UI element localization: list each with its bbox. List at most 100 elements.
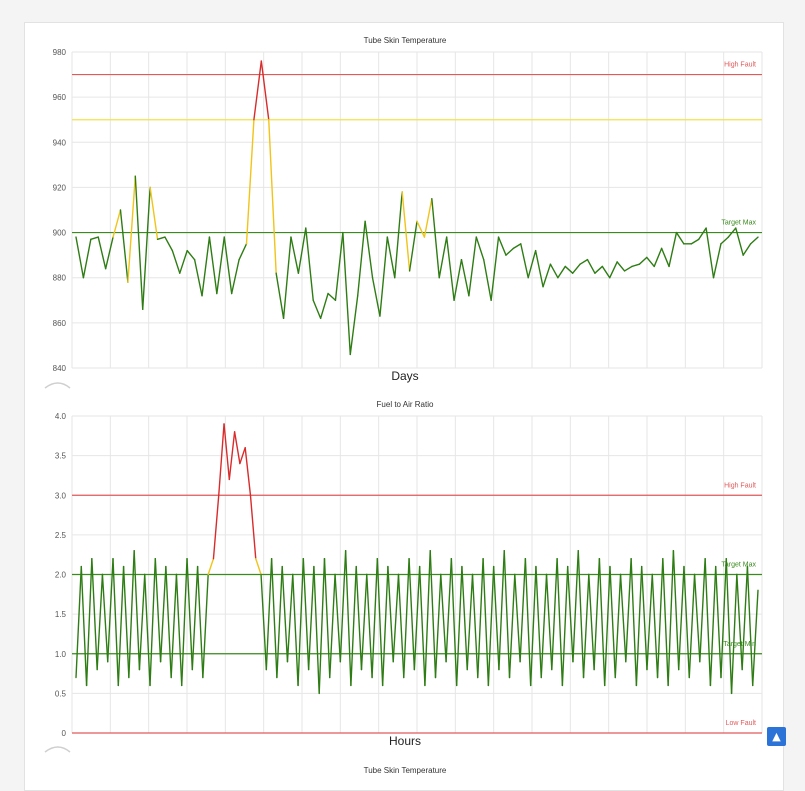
series-segment bbox=[609, 565, 616, 679]
series-segment bbox=[122, 565, 130, 679]
series-segment bbox=[260, 573, 268, 671]
scroll-to-top-button[interactable]: ▲ bbox=[767, 727, 786, 746]
series-segment bbox=[334, 231, 344, 301]
series-segment bbox=[429, 550, 437, 679]
series-line bbox=[75, 60, 759, 356]
y-tick-label: 1.5 bbox=[55, 610, 67, 619]
series-segment bbox=[646, 256, 655, 268]
series-segment bbox=[356, 220, 366, 297]
series-segment bbox=[579, 258, 589, 265]
series-segment bbox=[212, 494, 220, 560]
series-segment bbox=[218, 423, 225, 496]
series-segment bbox=[471, 573, 479, 679]
series-segment bbox=[112, 209, 122, 238]
series-segment bbox=[366, 573, 373, 679]
series-segment bbox=[623, 265, 633, 272]
y-tick-label: 0 bbox=[62, 729, 67, 738]
series-segment bbox=[270, 557, 278, 679]
series-segment bbox=[527, 249, 537, 279]
series-segment bbox=[90, 236, 99, 241]
series-segment bbox=[297, 557, 305, 687]
y-axis: 0 0.5 1.0 1.5 2.0 2.5 3.0 3.5 4.0 bbox=[55, 412, 67, 738]
series-segment bbox=[133, 550, 141, 671]
collapse-handle-icon[interactable] bbox=[44, 746, 71, 753]
threshold-label: Target Max bbox=[721, 562, 756, 569]
series-segment bbox=[75, 236, 85, 279]
series-segment bbox=[727, 227, 737, 238]
series-segment bbox=[171, 249, 181, 274]
series-segment bbox=[498, 550, 505, 671]
series-segment bbox=[693, 573, 701, 663]
series-segment bbox=[101, 573, 109, 663]
series-segment bbox=[230, 258, 240, 295]
y-tick-label: 4.0 bbox=[55, 412, 67, 421]
series-segment bbox=[392, 573, 400, 663]
series-segment bbox=[327, 292, 337, 301]
series-segment bbox=[107, 557, 114, 663]
series-segment bbox=[619, 573, 627, 663]
series-segment bbox=[505, 247, 515, 256]
series-segment bbox=[735, 227, 744, 256]
series-segment bbox=[720, 557, 727, 679]
series-segment bbox=[667, 550, 675, 687]
series-segment bbox=[138, 573, 146, 671]
series-segment bbox=[297, 227, 307, 274]
series-segment bbox=[535, 565, 542, 679]
series-segment bbox=[181, 557, 188, 687]
series-segment bbox=[736, 573, 743, 671]
chart-tube-skin-temperature: Tube Skin Temperature 840 860 880 900 920 940… bbox=[53, 36, 763, 383]
series-segment bbox=[413, 565, 421, 671]
y-tick-label: 1.0 bbox=[55, 650, 67, 659]
series-segment bbox=[586, 258, 596, 274]
series-segment bbox=[601, 265, 611, 279]
series-segment bbox=[255, 557, 262, 576]
series-segment bbox=[423, 198, 433, 238]
series-segment bbox=[588, 573, 595, 671]
series-segment bbox=[268, 119, 277, 274]
series-segment bbox=[165, 565, 172, 679]
series-segment bbox=[344, 550, 352, 687]
series-segment bbox=[540, 573, 548, 679]
series-segment bbox=[104, 236, 114, 270]
series-segment bbox=[334, 573, 342, 663]
series-segment bbox=[127, 175, 137, 283]
y-tick-label: 920 bbox=[53, 183, 67, 192]
series-segment bbox=[483, 258, 492, 301]
series-segment bbox=[431, 198, 440, 279]
series-segment bbox=[646, 573, 653, 671]
y-tick-label: 840 bbox=[53, 364, 67, 373]
series-segment bbox=[371, 557, 379, 679]
series-segment bbox=[603, 565, 611, 687]
series-segment bbox=[445, 236, 455, 301]
series-segment bbox=[394, 191, 403, 279]
series-segment bbox=[697, 227, 707, 241]
series-segment bbox=[253, 60, 263, 121]
series-segment bbox=[134, 175, 144, 311]
series-segment bbox=[318, 557, 326, 695]
threshold-lines: High Fault Target Max bbox=[72, 62, 762, 234]
series-segment bbox=[313, 565, 320, 695]
series-segment bbox=[360, 573, 368, 671]
series-segment bbox=[434, 573, 442, 679]
series-segment bbox=[276, 565, 283, 679]
series-segment bbox=[179, 249, 188, 274]
chart-title: Fuel to Air Ratio bbox=[377, 400, 434, 409]
series-segment bbox=[482, 557, 490, 687]
series-segment bbox=[142, 186, 151, 311]
series-segment bbox=[450, 557, 458, 687]
series-segment bbox=[302, 557, 310, 671]
series-segment bbox=[746, 565, 754, 687]
series-segment bbox=[497, 236, 507, 256]
series-segment bbox=[286, 573, 294, 663]
series-segment bbox=[520, 243, 529, 279]
x-axis-label: Days bbox=[391, 369, 418, 383]
chart-title: Tube Skin Temperature bbox=[364, 36, 447, 45]
series-segment bbox=[96, 573, 104, 671]
series-segment bbox=[630, 557, 638, 687]
series-segment bbox=[281, 565, 289, 663]
series-segment bbox=[175, 573, 183, 687]
collapse-handle-icon[interactable] bbox=[44, 382, 71, 389]
threshold-label: Target Min bbox=[723, 641, 756, 648]
series-segment bbox=[662, 557, 669, 687]
series-segment bbox=[418, 565, 426, 687]
